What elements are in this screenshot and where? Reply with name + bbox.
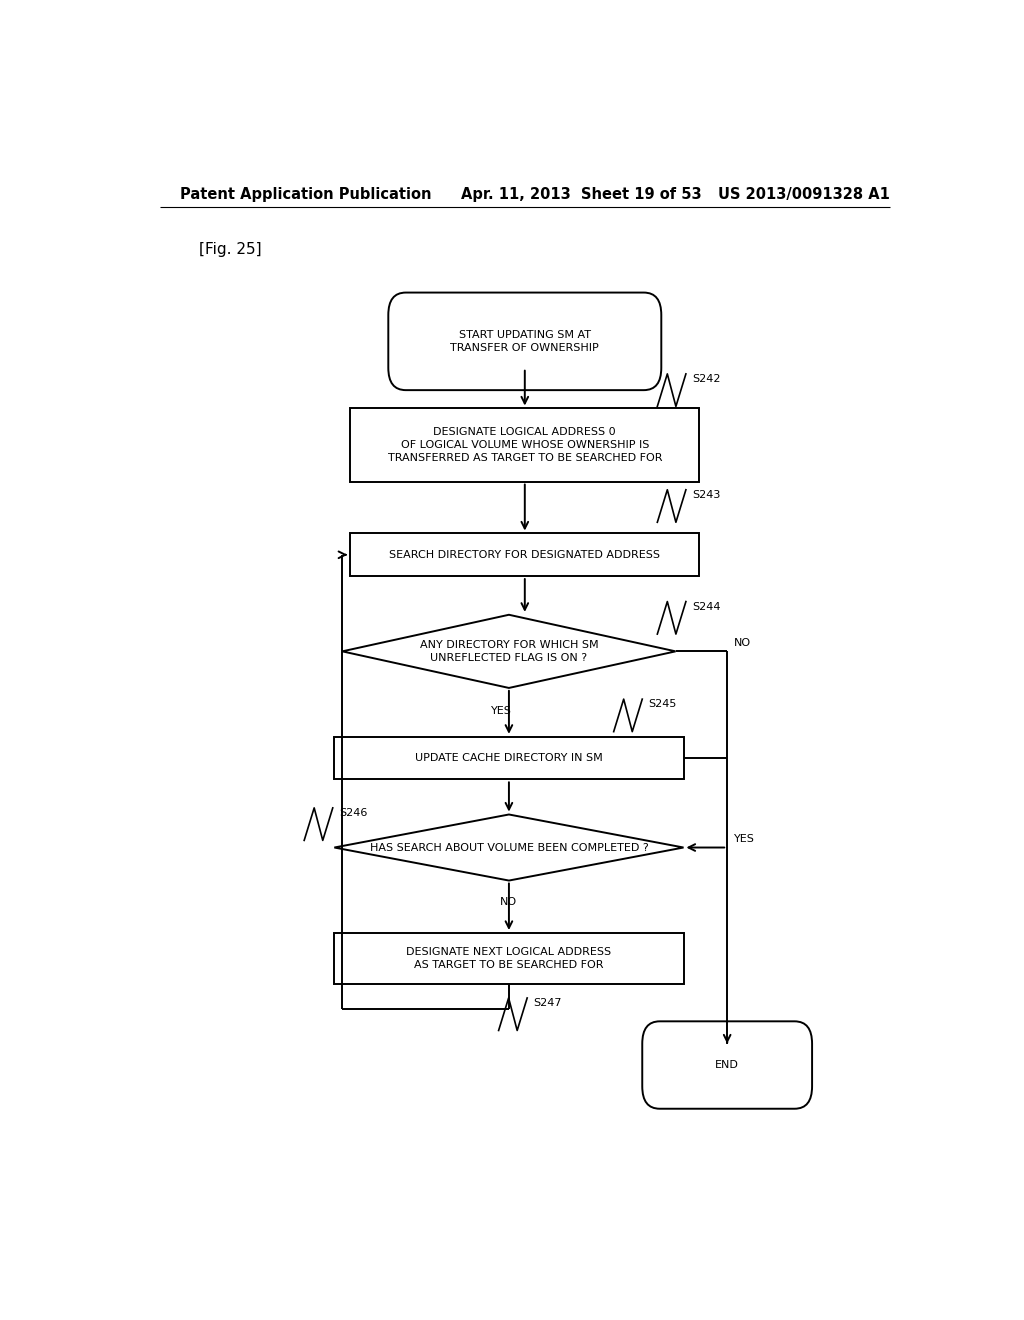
- Text: DESIGNATE NEXT LOGICAL ADDRESS
AS TARGET TO BE SEARCHED FOR: DESIGNATE NEXT LOGICAL ADDRESS AS TARGET…: [407, 946, 611, 970]
- Text: START UPDATING SM AT
TRANSFER OF OWNERSHIP: START UPDATING SM AT TRANSFER OF OWNERSH…: [451, 330, 599, 352]
- Text: ANY DIRECTORY FOR WHICH SM
UNREFLECTED FLAG IS ON ?: ANY DIRECTORY FOR WHICH SM UNREFLECTED F…: [420, 640, 598, 663]
- Bar: [350, 408, 699, 482]
- Text: YES: YES: [733, 834, 755, 845]
- Polygon shape: [342, 615, 676, 688]
- Bar: [334, 933, 684, 983]
- Text: END: END: [715, 1060, 739, 1071]
- Text: DESIGNATE LOGICAL ADDRESS 0
OF LOGICAL VOLUME WHOSE OWNERSHIP IS
TRANSFERRED AS : DESIGNATE LOGICAL ADDRESS 0 OF LOGICAL V…: [387, 426, 663, 463]
- FancyBboxPatch shape: [388, 293, 662, 391]
- Polygon shape: [334, 814, 684, 880]
- FancyBboxPatch shape: [642, 1022, 812, 1109]
- Text: [Fig. 25]: [Fig. 25]: [200, 243, 262, 257]
- Text: UPDATE CACHE DIRECTORY IN SM: UPDATE CACHE DIRECTORY IN SM: [415, 754, 603, 763]
- Text: NO: NO: [501, 896, 517, 907]
- Text: NO: NO: [733, 639, 751, 648]
- Text: S243: S243: [692, 490, 721, 500]
- Text: S242: S242: [692, 374, 721, 384]
- Text: S247: S247: [534, 998, 562, 1008]
- Bar: [334, 737, 684, 779]
- Text: S246: S246: [339, 808, 368, 818]
- Text: YES: YES: [490, 706, 511, 717]
- Bar: [350, 533, 699, 576]
- Text: S245: S245: [648, 700, 677, 709]
- Text: S244: S244: [692, 602, 721, 611]
- Text: Apr. 11, 2013  Sheet 19 of 53: Apr. 11, 2013 Sheet 19 of 53: [461, 187, 701, 202]
- Text: SEARCH DIRECTORY FOR DESIGNATED ADDRESS: SEARCH DIRECTORY FOR DESIGNATED ADDRESS: [389, 550, 660, 560]
- Text: Patent Application Publication: Patent Application Publication: [179, 187, 431, 202]
- Text: HAS SEARCH ABOUT VOLUME BEEN COMPLETED ?: HAS SEARCH ABOUT VOLUME BEEN COMPLETED ?: [370, 842, 648, 853]
- Text: US 2013/0091328 A1: US 2013/0091328 A1: [718, 187, 890, 202]
